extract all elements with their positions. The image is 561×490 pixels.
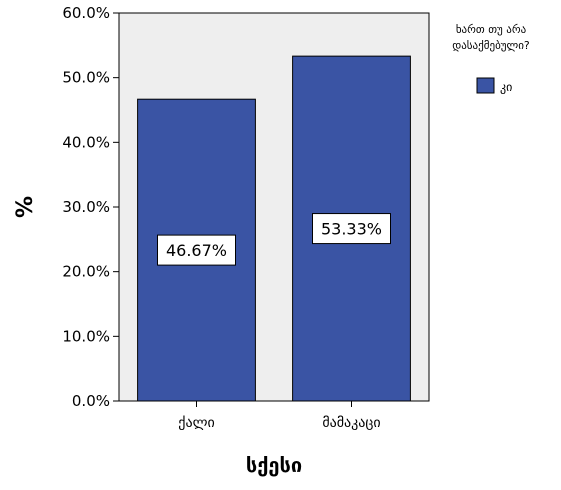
x-tick-label: ქალი [178,415,214,431]
legend-title-line-1: ხართ თუ არა [456,23,527,36]
data-label: 53.33% [321,220,382,239]
data-label: 46.67% [166,241,227,260]
y-tick-label: 10.0% [62,327,110,345]
x-axis-title: სქესი [246,453,302,477]
data-label-box [312,213,391,245]
y-tick-label: 40.0% [62,133,110,151]
legend: ხართ თუ არა დასაქმებული? კი [452,23,530,94]
y-tick-label: 20.0% [62,263,110,281]
legend-title-line-2: დასაქმებული? [452,39,530,52]
x-tick-label: მამაკაცი [322,415,380,431]
y-axis-title: % [13,196,38,218]
y-tick-label: 30.0% [62,198,110,216]
y-tick-label: 60.0% [62,4,110,22]
y-tick-label: 50.0% [62,69,110,87]
y-tick-label: 0.0% [72,392,110,410]
data-label-box [157,234,236,266]
legend-entry-label: კი [500,80,512,94]
legend-swatch [476,77,495,94]
